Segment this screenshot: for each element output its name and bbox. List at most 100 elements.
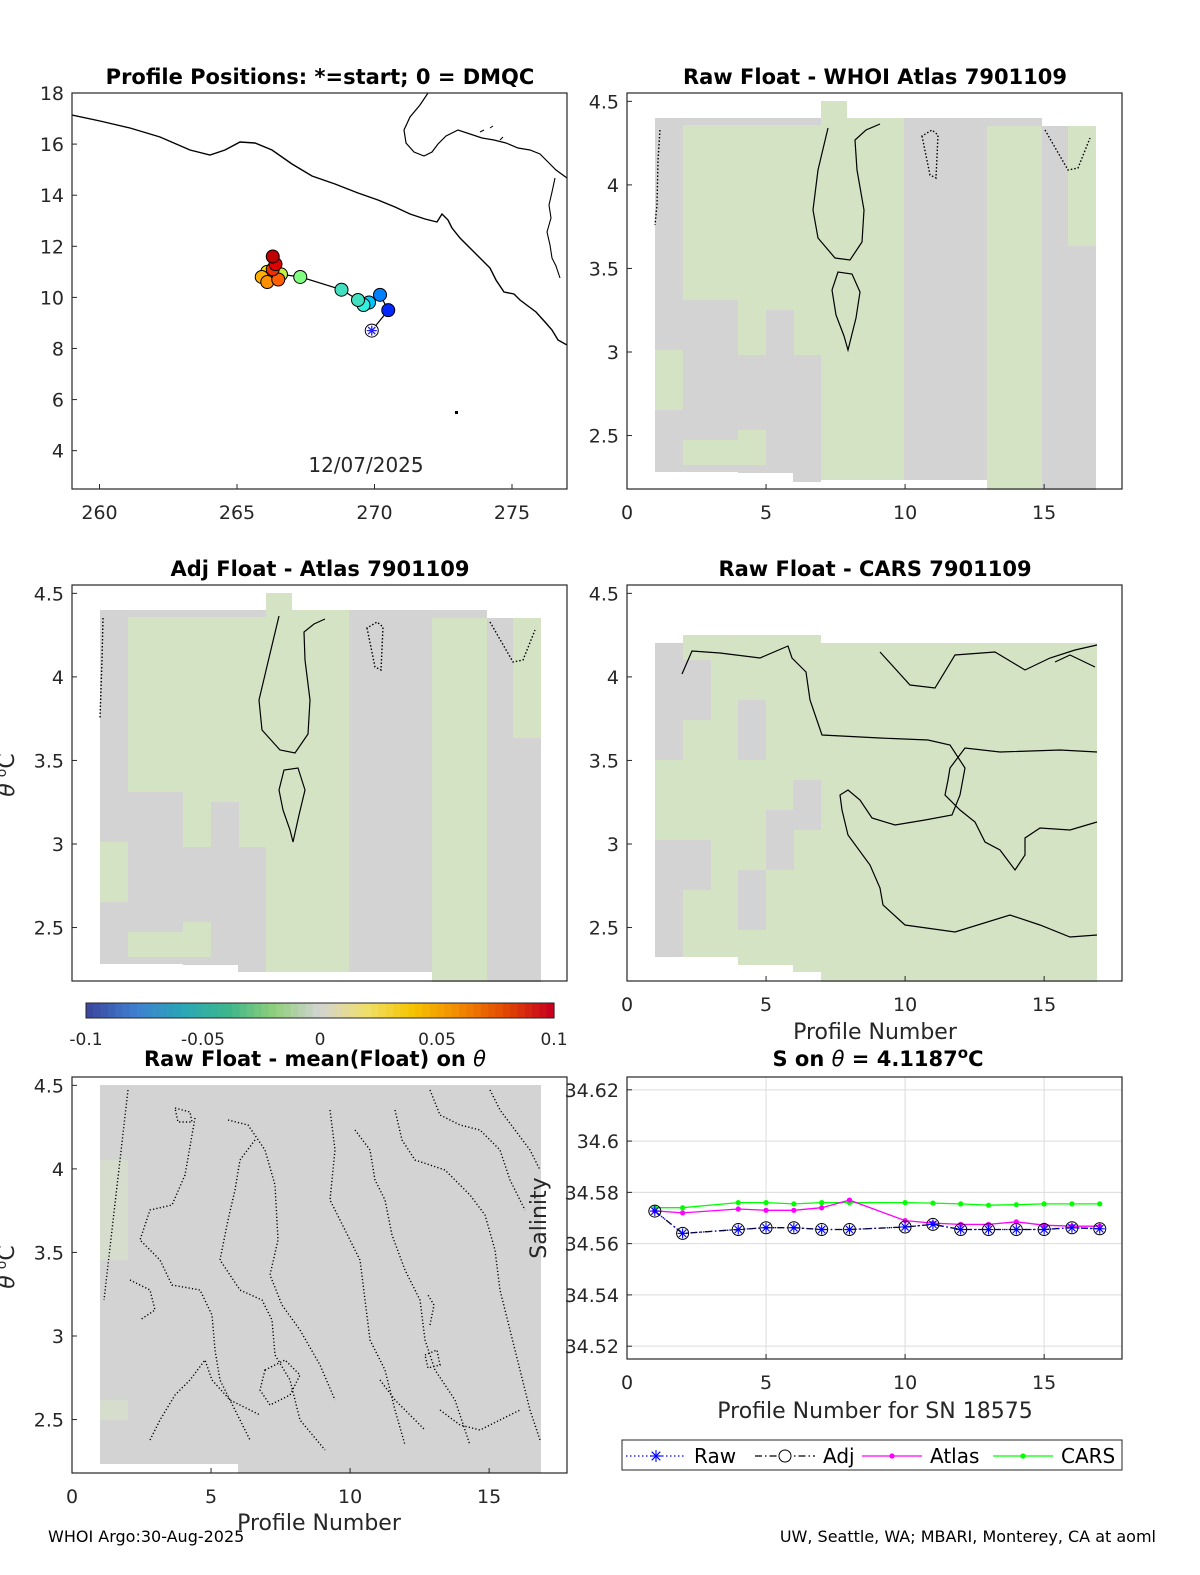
colorbar-cell bbox=[173, 1003, 182, 1018]
legend-raw-marker bbox=[650, 1450, 662, 1462]
raw-mean-title-theta: θ bbox=[473, 1047, 486, 1071]
star-stroke bbox=[956, 1225, 965, 1234]
raw-atlas-x-ticks: 0 5 10 15 bbox=[621, 484, 1056, 524]
series-atlas-point bbox=[958, 1221, 964, 1228]
colorbar bbox=[85, 1002, 555, 1019]
start-star bbox=[366, 325, 377, 336]
y-tick-label: 3 bbox=[52, 1326, 64, 1348]
series-cars-point bbox=[930, 1200, 936, 1206]
colorbar-cell bbox=[546, 1003, 555, 1018]
raw-cars-y-ticks: 2.5 3 3.5 4 4.5 bbox=[589, 583, 632, 940]
colorbar-cell bbox=[181, 1003, 189, 1018]
colorbar-cell bbox=[312, 1003, 321, 1018]
y-tick-label: 4.5 bbox=[34, 1075, 64, 1097]
series-raw-point bbox=[1094, 1223, 1105, 1234]
x-tick-label: 5 bbox=[760, 502, 772, 524]
series-cars-point bbox=[763, 1200, 769, 1206]
salinity-title-value: = 4.1187 bbox=[844, 1047, 957, 1071]
series-raw-point bbox=[677, 1228, 688, 1239]
profile-marker bbox=[293, 269, 308, 284]
star-stroke bbox=[678, 1229, 687, 1238]
star-stroke bbox=[651, 1451, 661, 1461]
y-tick-label: 3.5 bbox=[589, 750, 619, 772]
y-tick-label: 34.52 bbox=[565, 1336, 619, 1358]
star-stroke bbox=[367, 326, 376, 335]
series-cars-point bbox=[1013, 1202, 1019, 1208]
x-tick-label: 15 bbox=[1032, 1372, 1056, 1394]
colorbar-cell bbox=[466, 1003, 475, 1018]
y-tick-label: 3.5 bbox=[34, 1242, 64, 1264]
raw-cars-frame bbox=[626, 584, 1123, 982]
colorbar-cell bbox=[341, 1003, 350, 1018]
series-raw-point bbox=[927, 1219, 938, 1230]
colorbar-cell bbox=[276, 1003, 285, 1018]
y-tick-label: 4.5 bbox=[589, 583, 619, 605]
colorbar-cell bbox=[422, 1003, 431, 1018]
salinity-title-theta: θ bbox=[832, 1047, 845, 1071]
colorbar-cell bbox=[298, 1003, 306, 1018]
star-stroke bbox=[1012, 1225, 1021, 1234]
colorbar-cell bbox=[188, 1003, 197, 1018]
raw-atlas-y-ticks: 2.5 3 3.5 4 4.5 bbox=[589, 91, 632, 448]
star-stroke bbox=[984, 1225, 993, 1234]
x-tick-label: 0 bbox=[621, 502, 633, 524]
series-raw-point bbox=[844, 1224, 855, 1235]
legend-atlas-label: Atlas bbox=[930, 1444, 979, 1468]
colorbar-cell bbox=[217, 1003, 226, 1018]
colorbar-cell bbox=[524, 1003, 533, 1018]
adj-atlas-y-ticks: 2.5 3 3.5 4 4.5 bbox=[34, 583, 77, 940]
raw-mean-title-text: Raw Float - mean(Float) on bbox=[144, 1047, 473, 1071]
x-tick-label: 10 bbox=[893, 994, 917, 1016]
panel-raw-mean: Raw Float - mean(Float) on θ bbox=[0, 1047, 568, 1536]
x-tick-label: 5 bbox=[760, 1372, 772, 1394]
series-atlas-point bbox=[819, 1205, 825, 1211]
series-adj-point bbox=[676, 1226, 690, 1240]
panel-raw-cars: Raw Float - CARS 7901109 0 5 10 15 2.5 3 3.5 4… bbox=[589, 557, 1123, 1045]
x-tick-label: 15 bbox=[477, 1486, 501, 1508]
x-tick-label: 275 bbox=[494, 502, 530, 524]
colorbar-cell bbox=[86, 1003, 94, 1018]
colorbar-cell bbox=[100, 1003, 109, 1018]
ylabel-degree: o bbox=[0, 769, 10, 778]
footer-right: UW, Seattle, WA; MBARI, Monterey, CA at … bbox=[779, 1527, 1156, 1546]
series-raw-point bbox=[816, 1224, 827, 1235]
y-tick-label: 4 bbox=[607, 175, 619, 197]
adj-atlas-heatmap bbox=[99, 593, 541, 982]
star-stroke bbox=[1067, 1223, 1076, 1232]
series-cars-point bbox=[791, 1201, 797, 1207]
colorbar-cell bbox=[349, 1003, 358, 1018]
series-adj-point bbox=[648, 1204, 662, 1218]
colorbar-cell bbox=[437, 1003, 445, 1018]
colorbar-tick-label: 0.05 bbox=[418, 1030, 456, 1050]
colorbar-cell bbox=[385, 1003, 394, 1018]
y-tick-label: 14 bbox=[40, 185, 64, 207]
x-tick-label: 0 bbox=[66, 1486, 78, 1508]
x-tick-label: 10 bbox=[338, 1486, 362, 1508]
salinity-y-ticks: 34.52 34.54 34.56 34.58 34.6 34.62 bbox=[565, 1080, 632, 1358]
colorbar-cell bbox=[129, 1003, 138, 1018]
y-tick-label: 6 bbox=[52, 390, 64, 412]
raw-cars-title: Raw Float - CARS 7901109 bbox=[718, 557, 1031, 581]
y-tick-label: 34.62 bbox=[565, 1080, 619, 1102]
ylabel-unit: C bbox=[0, 1245, 20, 1260]
colorbar-cell bbox=[444, 1003, 453, 1018]
raw-mean-title: Raw Float - mean(Float) on θ bbox=[144, 1047, 486, 1071]
series-atlas-point bbox=[680, 1210, 686, 1216]
series-raw-point bbox=[900, 1221, 911, 1232]
colorbar-cell bbox=[415, 1003, 423, 1018]
colorbar-cell bbox=[239, 1003, 248, 1018]
colorbar-cell bbox=[510, 1003, 519, 1018]
positions-title: Profile Positions: *=start; 0 = DMQC bbox=[106, 65, 535, 89]
colorbar-cell bbox=[378, 1003, 387, 1018]
positions-frame bbox=[71, 92, 568, 490]
x-tick-label: 0 bbox=[621, 994, 633, 1016]
colorbar-cell bbox=[532, 1003, 540, 1018]
colorbar-cell bbox=[290, 1003, 299, 1018]
star-stroke bbox=[762, 1223, 771, 1232]
salinity-title-s: S on bbox=[773, 1047, 832, 1071]
profile-marker bbox=[334, 282, 349, 297]
footer-left: WHOI Argo:30-Aug-2025 bbox=[48, 1527, 245, 1546]
salinity-title-degree: o bbox=[958, 1044, 968, 1062]
y-tick-label: 3 bbox=[607, 834, 619, 856]
raw-mean-xlabel: Profile Number bbox=[237, 1511, 402, 1536]
